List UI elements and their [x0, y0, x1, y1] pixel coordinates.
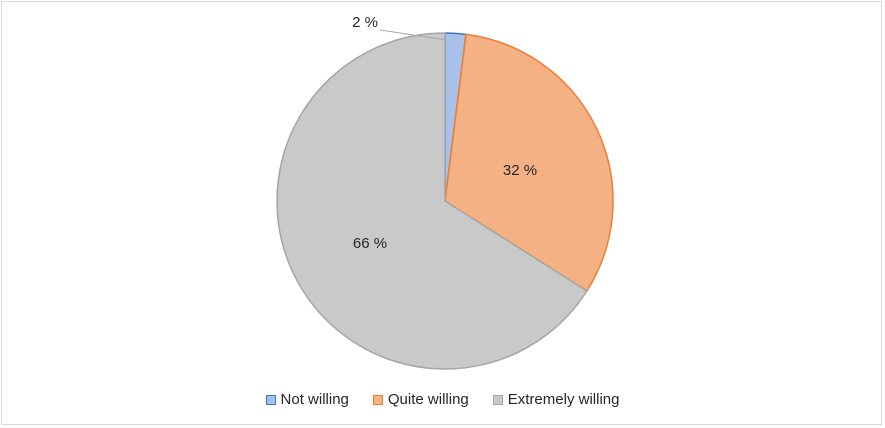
leader-line-not-willing	[379, 29, 447, 41]
legend-item-extremely-willing: Extremely willing	[492, 391, 620, 408]
legend-item-quite-willing: Quite willing	[372, 391, 469, 408]
chart-legend: Not willing Quite willing Extremely willin…	[0, 391, 885, 408]
data-label-quite-willing: 32 %	[503, 162, 537, 179]
pie-slice-extremely-willing	[276, 32, 588, 370]
legend-swatch-quite-willing	[372, 394, 383, 405]
data-label-extremely-willing: 66 %	[353, 235, 387, 252]
legend-label: Not willing	[280, 391, 349, 408]
legend-item-not-willing: Not willing	[265, 391, 349, 408]
legend-label: Quite willing	[387, 391, 469, 408]
legend-swatch-extremely-willing	[492, 394, 503, 405]
legend-swatch-not-willing	[265, 394, 276, 405]
legend-label: Extremely willing	[507, 391, 620, 408]
data-label-not-willing: 2 %	[352, 14, 378, 31]
